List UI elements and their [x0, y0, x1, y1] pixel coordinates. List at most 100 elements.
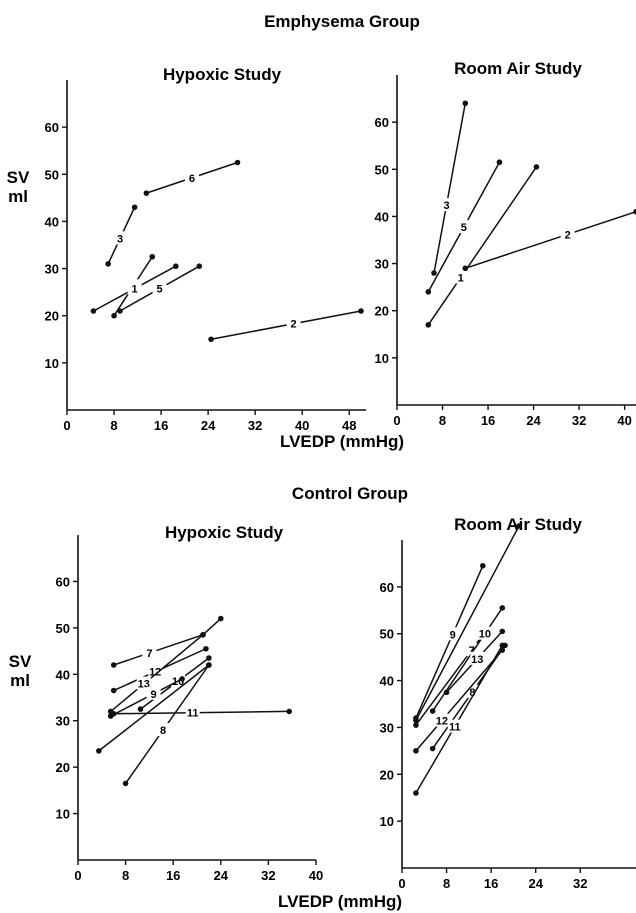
y-axis-label: ml [8, 187, 28, 206]
bottom-group-title: Control Group [292, 484, 408, 503]
y-axis-label: SV [9, 652, 32, 671]
series-layer: 35 1 2 [425, 100, 636, 328]
series-label-bg [152, 281, 167, 295]
x-tick-label: 40 [295, 418, 309, 433]
y-axis-label: ml [10, 671, 30, 690]
x-tick-label: 24 [214, 868, 229, 883]
series-label: 5 [461, 222, 467, 234]
series-label-bg [447, 719, 462, 733]
x-tick-label: 0 [393, 413, 400, 428]
series-label-bg [470, 651, 485, 665]
data-point [96, 748, 102, 754]
series-line [110, 678, 183, 717]
series-label-bg [184, 170, 199, 184]
y-tick-label: 40 [375, 209, 389, 224]
data-point [413, 722, 419, 728]
x-tick-label: 16 [484, 876, 498, 891]
x-tick-label: 8 [443, 876, 450, 891]
data-point [462, 100, 469, 107]
y-tick-label: 50 [56, 621, 70, 636]
series-label-bg [148, 664, 163, 678]
series-label: 1 [458, 272, 464, 284]
x-tick-label: 32 [572, 413, 586, 428]
data-point [633, 208, 636, 215]
series-line [113, 634, 204, 666]
series-label: 8 [160, 725, 166, 737]
y-tick-label: 20 [56, 760, 70, 775]
series-line [98, 664, 210, 752]
series-label-bg [456, 220, 471, 234]
series-label-bg [477, 626, 492, 640]
x-tick-label: 16 [166, 868, 180, 883]
data-point [431, 270, 437, 276]
data-point [110, 710, 117, 717]
y-axis-label: SV [7, 168, 30, 187]
series-label-bg [560, 227, 575, 241]
x-tick-label: 0 [74, 868, 81, 883]
data-point [206, 655, 212, 661]
y-tick-label: 20 [375, 304, 389, 319]
y-tick-label: 50 [380, 627, 394, 642]
data-point [90, 308, 97, 314]
x-tick-label: 16 [154, 418, 168, 433]
series-label-bg [439, 198, 454, 212]
series-label: 12 [149, 667, 161, 679]
series-label-bg [156, 723, 171, 737]
series-layer: 9 7 10 13 8 12 11 [413, 523, 522, 796]
data-point [137, 706, 144, 712]
y-tick-label: 30 [56, 714, 70, 729]
data-point [179, 676, 185, 682]
series-label: 7 [469, 645, 475, 657]
series-label: 2 [565, 229, 571, 241]
y-tick-label: 10 [56, 807, 70, 822]
data-point [425, 322, 432, 328]
top-group-title: Emphysema Group [264, 12, 420, 31]
x-tick-label: 32 [573, 876, 587, 891]
data-point [425, 289, 432, 295]
series-label: 13 [471, 654, 483, 666]
y-tick-label: 40 [45, 214, 59, 229]
series-label: 11 [187, 708, 199, 720]
y-tick-label: 20 [380, 767, 394, 782]
series-label-bg [146, 686, 161, 700]
data-point [496, 159, 503, 166]
data-point [413, 717, 419, 724]
data-point [286, 708, 293, 715]
data-point [479, 562, 486, 569]
series-label: 1 [132, 284, 138, 296]
y-tick-label: 50 [45, 167, 59, 182]
series-line [415, 565, 484, 719]
y-tick-label: 30 [380, 720, 394, 735]
x-tick-label: 0 [398, 876, 405, 891]
series-layer: 634152 [90, 159, 364, 343]
series-label: 8 [469, 687, 475, 699]
data-point [203, 645, 209, 652]
data-point [358, 308, 364, 314]
x-tick-label: 8 [122, 868, 129, 883]
y-tick-label: 60 [56, 574, 70, 589]
series-line [465, 211, 636, 269]
x-tick-label: 8 [439, 413, 446, 428]
series-label-bg [127, 281, 142, 295]
bottom-x-axis-label: LVEDP (mmHg) [278, 892, 402, 911]
y-tick-label: 30 [375, 257, 389, 272]
y-tick-label: 40 [380, 674, 394, 689]
series-line [210, 310, 362, 341]
data-point [533, 164, 540, 170]
y-tick-label: 10 [380, 814, 394, 829]
data-point [516, 523, 522, 529]
series-label: 3 [443, 200, 449, 212]
y-tick-label: 10 [375, 351, 389, 366]
data-point [499, 642, 506, 649]
data-point [110, 687, 117, 694]
data-point [131, 204, 138, 211]
data-point [117, 308, 123, 314]
series-label: 10 [479, 629, 491, 641]
data-point [149, 253, 156, 260]
data-point [462, 265, 469, 272]
series-label: 9 [450, 629, 456, 641]
x-tick-label: 8 [110, 418, 117, 433]
